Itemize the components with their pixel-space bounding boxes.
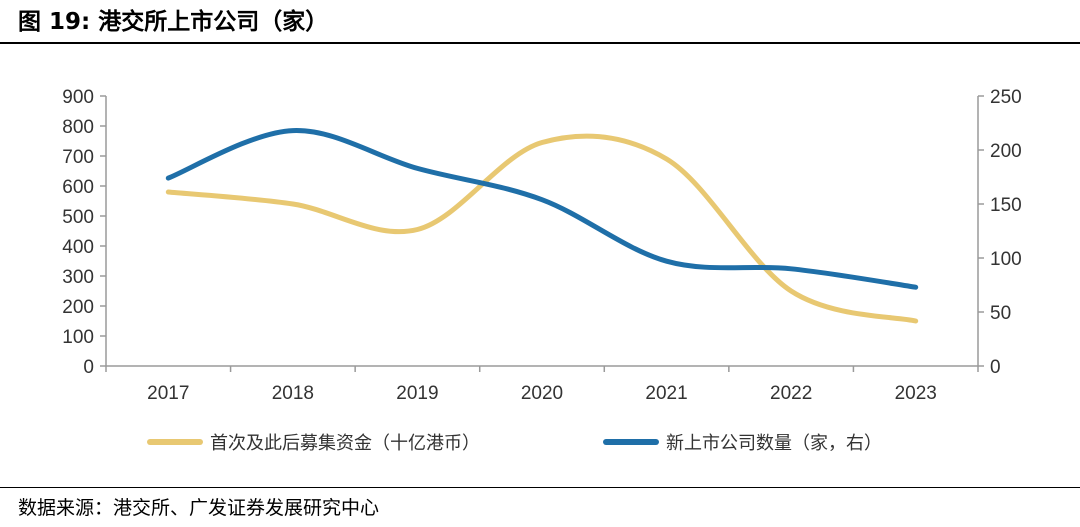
figure-title: 图 19: 港交所上市公司（家） xyxy=(18,9,329,35)
left-axis: 0 100 200 300 400 500 600 700 800 900 xyxy=(62,87,107,378)
right-axis-tick-label: 200 xyxy=(990,141,1022,162)
chart: 0 100 200 300 400 500 600 700 800 900 0 50 100 150 20… xyxy=(62,87,1022,454)
right-axis-tick-label: 50 xyxy=(990,303,1011,324)
left-axis-tick-label: 200 xyxy=(62,297,94,318)
x-axis-tick-label: 2023 xyxy=(895,383,937,404)
x-axis-tick-label: 2018 xyxy=(272,383,314,404)
left-axis-tick-label: 700 xyxy=(62,147,94,168)
left-axis-tick-label: 400 xyxy=(62,237,94,258)
x-axis-tick-label: 2019 xyxy=(396,383,438,404)
source-rule xyxy=(0,487,1080,488)
legend-label-2: 新上市公司数量（家，右） xyxy=(666,433,882,454)
x-axis-tick-label: 2022 xyxy=(770,383,812,404)
x-axis-tick-label: 2020 xyxy=(521,383,563,404)
x-axis-tick-label: 2021 xyxy=(645,383,687,404)
left-axis-tick-label: 500 xyxy=(62,207,94,228)
title-rule xyxy=(0,42,1080,44)
series-line-1 xyxy=(165,133,919,324)
legend-label-1: 首次及此后募集资金（十亿港币） xyxy=(210,433,480,454)
right-axis: 0 50 100 150 200 250 xyxy=(977,87,1022,378)
right-axis-tick-label: 100 xyxy=(990,249,1022,270)
series-layer xyxy=(165,128,919,324)
left-axis-tick-label: 0 xyxy=(83,357,94,378)
left-axis-tick-label: 300 xyxy=(62,267,94,288)
right-axis-tick-label: 0 xyxy=(990,357,1001,378)
series-line-2 xyxy=(165,128,919,290)
left-axis-tick-label: 900 xyxy=(62,87,94,108)
left-axis-tick-label: 800 xyxy=(62,117,94,138)
left-axis-tick-label: 100 xyxy=(62,327,94,348)
x-axis-tick-label: 2017 xyxy=(147,383,189,404)
source-note: 数据来源：港交所、广发证券发展研究中心 xyxy=(18,497,380,519)
x-axis: 2017 2018 2019 2020 2021 2022 2023 xyxy=(105,365,979,404)
left-axis-tick-label: 600 xyxy=(62,177,94,198)
right-axis-tick-label: 150 xyxy=(990,195,1022,216)
right-axis-tick-label: 250 xyxy=(990,87,1022,108)
legend: 首次及此后募集资金（十亿港币） 新上市公司数量（家，右） xyxy=(147,433,882,454)
